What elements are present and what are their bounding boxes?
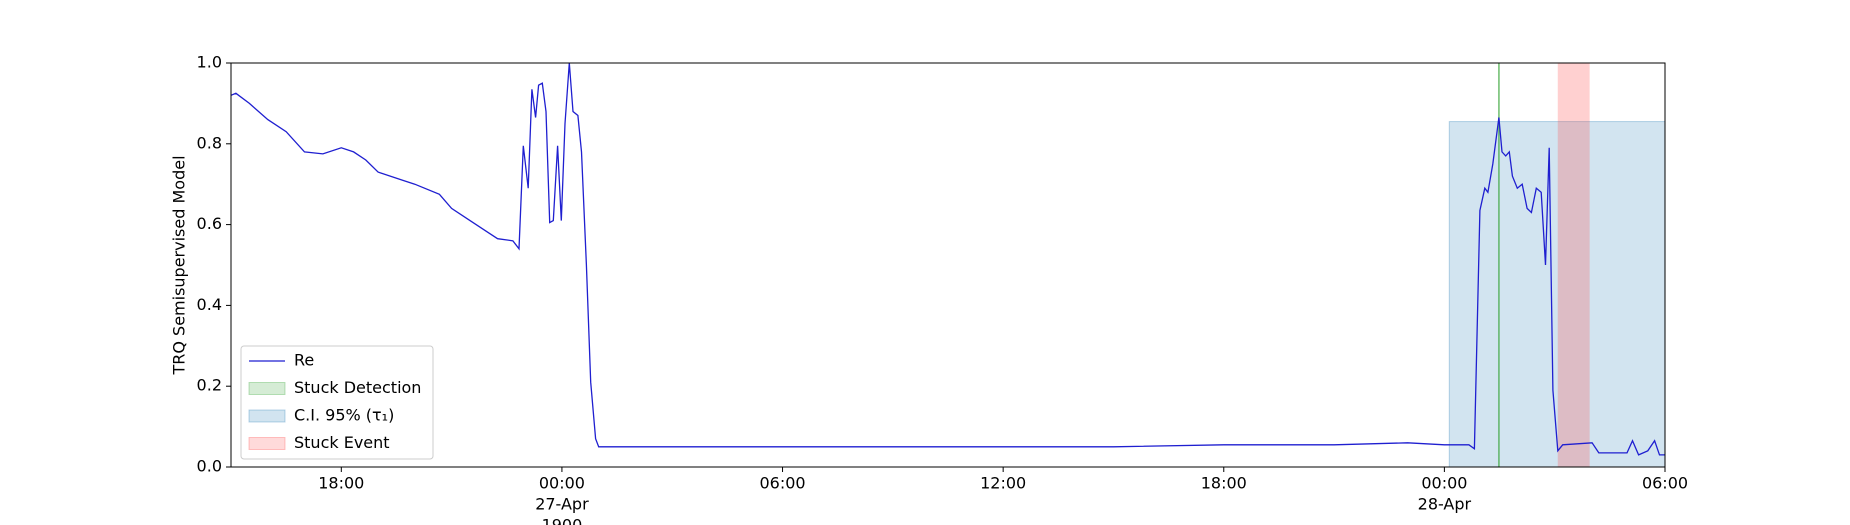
legend-label: C.I. 95% (τ₁): [294, 406, 394, 425]
plot-frame: [230, 62, 1666, 468]
y-tick-label: 1.0: [197, 53, 222, 72]
x-tick-label: 18:00: [318, 474, 364, 493]
stuck-event: [1557, 63, 1590, 467]
legend-label: Stuck Detection: [294, 378, 421, 397]
legend-label: Re: [294, 351, 314, 370]
legend-patch: [248, 382, 286, 395]
x-tick-label: 28-Apr: [1418, 495, 1472, 514]
x-tick-label: 18:00: [1201, 474, 1247, 493]
legend-patch: [248, 409, 286, 423]
x-tick-label: 12:00: [980, 474, 1026, 493]
y-tick-label: 0.2: [197, 376, 222, 395]
y-tick-label: 0.0: [197, 457, 222, 476]
x-tick-label: 27-Apr: [535, 495, 589, 514]
y-axis-label: TRQ Semisupervised Model: [170, 155, 189, 375]
confidence-interval: [1448, 121, 1666, 468]
x-tick-label: 00:00: [539, 474, 585, 493]
legend-label: Stuck Event: [294, 433, 390, 452]
y-tick-label: 0.8: [197, 133, 222, 152]
y-tick-label: 0.6: [197, 214, 222, 233]
legend-patch: [248, 437, 286, 450]
y-tick-label: 0.4: [197, 295, 222, 314]
data-line: [230, 62, 1665, 456]
x-tick-label: 1900: [542, 516, 583, 525]
x-tick-label: 06:00: [1642, 474, 1688, 493]
x-tick-label: 00:00: [1421, 474, 1467, 493]
x-tick-label: 06:00: [759, 474, 805, 493]
legend-box: [240, 345, 434, 460]
